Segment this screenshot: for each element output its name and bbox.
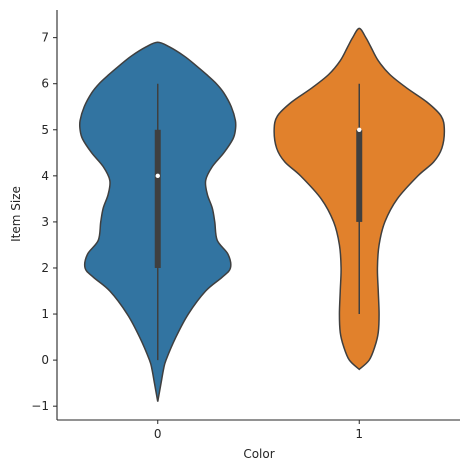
y-tick-label: 7 (41, 31, 49, 45)
y-tick-label: 3 (41, 215, 49, 229)
violin-iqr-box-1 (356, 129, 363, 222)
x-tick-label: 1 (355, 427, 363, 441)
y-tick-label: −1 (31, 399, 49, 413)
y-tick-label: 5 (41, 123, 49, 137)
y-axis-label: Item Size (9, 186, 23, 242)
y-tick-label: 1 (41, 307, 49, 321)
y-tick-label: 0 (41, 353, 49, 367)
violin-iqr-box-0 (154, 129, 161, 268)
violin-median-1 (357, 127, 362, 132)
x-tick-label: 0 (154, 427, 162, 441)
axes-layer: −1 0 1 2 3 4 5 6 7 0 1 (31, 10, 460, 441)
violin-median-0 (155, 173, 160, 179)
y-tick-label: 4 (41, 169, 49, 183)
x-axis-label: Color (243, 447, 274, 461)
violins-layer (78, 27, 446, 402)
y-tick-label: 2 (41, 261, 49, 275)
y-tick-label: 6 (41, 77, 49, 91)
